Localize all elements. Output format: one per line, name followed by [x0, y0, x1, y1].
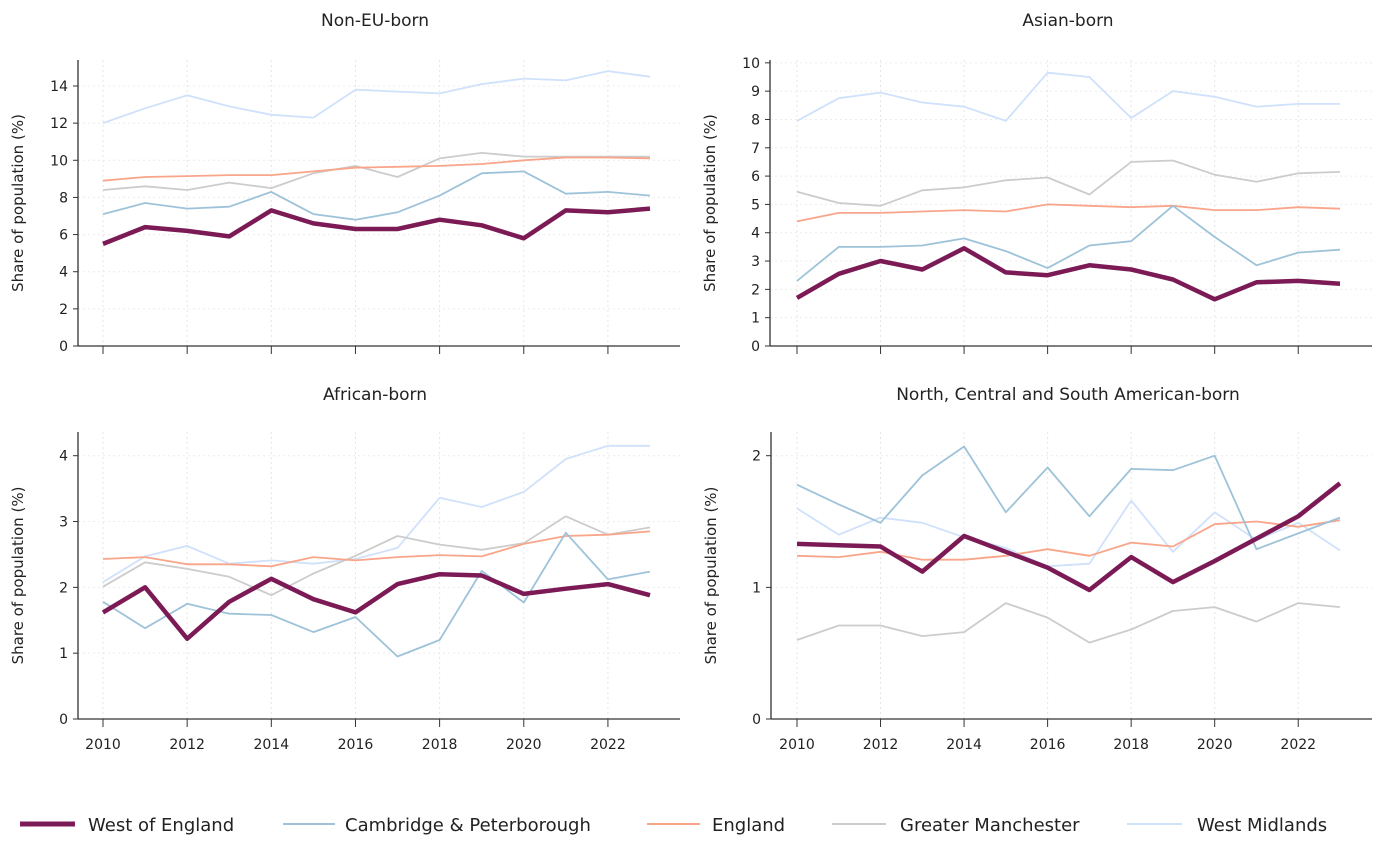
series-line-west-of-england — [795, 246, 1341, 302]
legend-item-england: England — [647, 815, 785, 836]
y-tick-label: 6 — [59, 228, 68, 244]
legend-item-west-midlands: West Midlands — [1127, 815, 1327, 836]
y-tick-label: 2 — [752, 449, 761, 465]
series-line-greater-manchester — [102, 151, 650, 191]
y-tick-label: 0 — [752, 712, 761, 728]
panel-3: African-born Share of population (%) 0 1 2 3 4… — [9, 385, 680, 753]
panel-4: North, Central and South American-born Sh… — [702, 385, 1372, 753]
x-tick-label: 2010 — [85, 737, 121, 753]
panel-title: Non-EU-born — [321, 11, 429, 31]
series-line-west-of-england — [102, 206, 651, 246]
x-tick-label: 2020 — [506, 737, 542, 753]
legend-label: England — [712, 815, 785, 836]
series-line-england — [796, 203, 1341, 223]
y-tick-label: 12 — [50, 116, 68, 132]
y-tick-label: 6 — [751, 169, 760, 185]
series-line-west-of-england — [101, 571, 651, 641]
y-tick-label: 9 — [751, 84, 760, 100]
y-tick-label: 1 — [59, 646, 68, 662]
y-tick-label: 8 — [751, 112, 760, 128]
x-tick-label: 2014 — [946, 737, 982, 753]
y-tick-label: 0 — [751, 339, 760, 355]
series-line-greater-manchester — [102, 515, 651, 597]
y-tick-label: 1 — [751, 311, 760, 327]
x-tick-label: 2016 — [1030, 737, 1066, 753]
series-line-cambridge-peterborough — [796, 204, 1341, 282]
panel-title: Asian-born — [1022, 11, 1113, 31]
legend-item-greater-manchester: Greater Manchester — [832, 815, 1080, 836]
series-line-cambridge-peterborough — [796, 445, 1341, 551]
y-tick-label: 4 — [59, 449, 68, 465]
legend: West of England Cambridge & Peterborough… — [20, 815, 1327, 836]
y-axis-label: Share of population (%) — [9, 114, 27, 292]
series-line-england — [102, 156, 651, 182]
series-line-west-midlands — [796, 71, 1340, 122]
legend-label: Greater Manchester — [900, 815, 1080, 836]
x-tick-label: 2012 — [169, 737, 205, 753]
y-axis-label: Share of population (%) — [702, 487, 720, 665]
y-axis-label: Share of population (%) — [9, 487, 27, 665]
series-line-west-of-england — [796, 481, 1342, 593]
y-tick-label: 2 — [59, 302, 68, 318]
y-tick-label: 8 — [59, 190, 68, 206]
y-tick-label: 7 — [751, 141, 760, 157]
panel-2: Asian-born Share of population (%) 0 1 2 3 4 5 6… — [701, 11, 1372, 355]
y-tick-label: 14 — [50, 79, 68, 95]
y-tick-label: 0 — [59, 712, 68, 728]
y-tick-label: 3 — [59, 515, 68, 531]
x-tick-label: 2016 — [338, 737, 374, 753]
x-tick-label: 2022 — [1280, 737, 1316, 753]
x-tick-label: 2018 — [1113, 737, 1149, 753]
y-tick-label: 5 — [751, 197, 760, 213]
y-tick-label: 4 — [59, 265, 68, 281]
legend-item-cambridge-peterborough: Cambridge & Peterborough — [283, 815, 591, 836]
panel-1: Non-EU-born Share of population (%) 0 2 4 6 8 1… — [9, 11, 680, 355]
panel-title: North, Central and South American-born — [896, 385, 1240, 405]
y-tick-label: 10 — [50, 153, 68, 169]
series-line-cambridge-peterborough — [102, 531, 651, 658]
panel-title: African-born — [323, 385, 427, 405]
series-line-west-midlands — [102, 444, 650, 583]
y-tick-label: 2 — [751, 282, 760, 298]
series-line-england — [102, 530, 651, 568]
y-tick-label: 4 — [751, 226, 760, 242]
x-tick-label: 2022 — [590, 737, 626, 753]
x-tick-label: 2018 — [422, 737, 458, 753]
x-tick-label: 2012 — [863, 737, 899, 753]
x-tick-label: 2014 — [253, 737, 289, 753]
legend-item-west-of-england: West of England — [20, 815, 234, 836]
y-tick-label: 3 — [751, 254, 760, 270]
y-tick-label: 0 — [59, 339, 68, 355]
y-tick-label: 1 — [752, 580, 761, 596]
series-line-west-midlands — [102, 70, 651, 124]
legend-label: West Midlands — [1197, 815, 1327, 836]
legend-label: Cambridge & Peterborough — [345, 815, 591, 836]
legend-label: West of England — [88, 815, 234, 836]
series-line-greater-manchester — [796, 602, 1341, 644]
series-line-cambridge-peterborough — [102, 170, 651, 221]
y-axis-label: Share of population (%) — [701, 114, 719, 292]
y-tick-label: 10 — [742, 56, 760, 72]
x-tick-label: 2010 — [779, 737, 815, 753]
series-line-west-midlands — [796, 499, 1341, 568]
series-line-greater-manchester — [796, 159, 1341, 207]
y-tick-label: 2 — [59, 580, 68, 596]
x-tick-label: 2020 — [1197, 737, 1233, 753]
